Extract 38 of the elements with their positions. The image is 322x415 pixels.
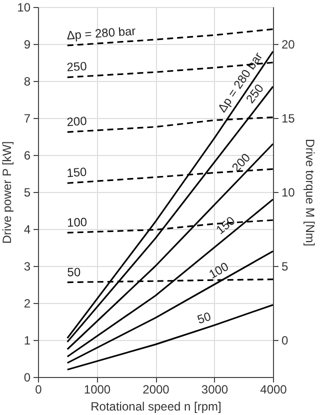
y-tick-label: 9 xyxy=(24,38,31,52)
x-tick-label: 4000 xyxy=(260,382,288,396)
y-tick-label: 2 xyxy=(24,296,31,310)
text: 50 xyxy=(196,309,213,327)
line-series xyxy=(66,28,273,46)
y-tick-label: 0 xyxy=(24,370,31,384)
series-label: Δp = 280 bar xyxy=(66,24,136,42)
series-label: 250 xyxy=(66,59,88,74)
line-series xyxy=(66,198,273,358)
y-tick-label: 7 xyxy=(24,112,31,126)
y2-tick-label: 20 xyxy=(282,38,296,52)
y-tick-label: 5 xyxy=(24,186,31,200)
y-axis-title: Drive power P [kW] xyxy=(0,141,14,244)
y2-tick-label: 10 xyxy=(282,186,296,200)
x-axis-title: Rotational speed n [rpm] xyxy=(90,400,222,414)
series-label: 150 xyxy=(66,164,88,180)
line-series xyxy=(66,250,273,364)
x-tick-label: 1000 xyxy=(84,382,111,396)
x-tick-label: 3000 xyxy=(201,382,228,396)
x-tick-label: 0 xyxy=(35,382,42,396)
y-tick-label: 8 xyxy=(24,74,31,88)
series-label: 100 xyxy=(66,215,88,230)
y-tick-label: 3 xyxy=(24,260,31,274)
y-tick-label: 1 xyxy=(24,334,31,348)
x-tick-label: 2000 xyxy=(142,382,170,396)
y2-tick-label: 5 xyxy=(282,260,288,274)
line-series xyxy=(66,143,273,350)
y2-tick-label: 0 xyxy=(282,334,288,348)
series-label: 200 xyxy=(66,114,88,130)
y-tick-label: 4 xyxy=(24,222,31,236)
text: 100 xyxy=(206,259,232,282)
line-series xyxy=(66,304,273,370)
y2-axis-title: Drive torque M [Nm] xyxy=(302,138,317,246)
y-tick-label: 10 xyxy=(17,0,31,14)
y-tick-label: 6 xyxy=(24,148,31,162)
y2-tick-label: 15 xyxy=(282,112,296,126)
text: 200 xyxy=(229,150,254,175)
series-label: 50 xyxy=(67,265,82,280)
